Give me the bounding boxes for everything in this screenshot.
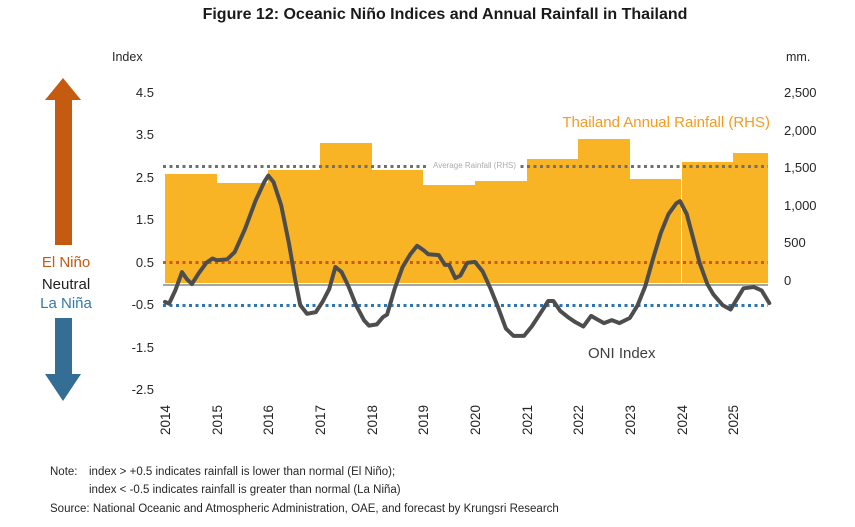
year-label-2017: 2017 <box>312 404 328 436</box>
note-label: Note: <box>50 466 78 478</box>
neutral-label: Neutral <box>41 276 91 293</box>
right-axis-tick: 1,000 <box>784 197 817 213</box>
bar-2018 <box>371 170 424 283</box>
note-line-2: index < -0.5 indicates rainfall is great… <box>89 484 401 496</box>
right-axis-tick: 2,500 <box>784 85 817 100</box>
bar-2024 <box>681 161 734 283</box>
year-label-2022: 2022 <box>571 404 587 436</box>
right-axis-unit-label: mm. <box>786 50 811 64</box>
el-nino-up-arrow-stem <box>55 99 72 245</box>
la-nina-down-arrow-stem <box>55 318 72 374</box>
source-line: Source: National Oceanic and Atmospheric… <box>50 503 559 515</box>
el-nino-label: El Niño <box>41 254 91 271</box>
year-label-2021: 2021 <box>519 404 535 436</box>
rainfall-legend-label: Thailand Annual Rainfall (RHS) <box>562 114 770 131</box>
left-axis-tick: -2.5 <box>131 382 154 398</box>
year-label-2014: 2014 <box>158 404 173 436</box>
year-label-2025: 2025 <box>726 404 742 436</box>
right-axis-tick: 0 <box>784 273 792 288</box>
bar-2015 <box>216 183 269 283</box>
zero-line <box>163 284 768 286</box>
reference-line-dotted-red <box>163 261 768 265</box>
el-nino-up-arrow-icon <box>45 78 81 100</box>
average-rainfall-label: Average Rainfall (RHS) <box>429 160 520 172</box>
year-label-2023: 2023 <box>622 404 638 436</box>
left-axis-tick: 1.5 <box>135 212 154 228</box>
note-line-1: index > +0.5 indicates rainfall is lower… <box>89 466 396 478</box>
oni-legend-label: ONI Index <box>588 345 656 362</box>
year-label-2018: 2018 <box>364 404 380 436</box>
bar-2021 <box>526 158 579 283</box>
left-axis-unit-label: Index <box>112 50 143 64</box>
chart-title: Figure 12: Oceanic Niño Indices and Annu… <box>202 6 688 23</box>
left-axis-tick: -1.5 <box>131 339 154 355</box>
year-label-2019: 2019 <box>416 404 432 436</box>
bar-2019 <box>423 184 475 283</box>
right-axis-tick: 500 <box>784 235 806 251</box>
right-axis-tick: 2,000 <box>784 122 817 138</box>
left-axis-tick: 3.5 <box>135 127 154 143</box>
year-label-2024: 2024 <box>674 404 690 436</box>
la-nina-label: La Niña <box>40 295 92 312</box>
la-nina-down-arrow-icon <box>45 374 81 401</box>
right-axis-tick: 1,500 <box>784 160 817 176</box>
year-label-2016: 2016 <box>261 404 277 436</box>
left-axis-tick: -0.5 <box>131 297 154 313</box>
bar-2014 <box>165 173 217 283</box>
year-label-2020: 2020 <box>467 404 483 436</box>
left-axis-tick: 2.5 <box>135 169 154 185</box>
bar-2016 <box>268 170 320 283</box>
left-axis-tick: 4.5 <box>135 84 154 100</box>
bar-2020 <box>474 180 527 283</box>
year-label-2015: 2015 <box>209 404 225 436</box>
bar-2023 <box>629 179 682 283</box>
reference-line-dotted-blue <box>163 303 768 307</box>
left-axis-tick: 0.5 <box>135 254 154 270</box>
plot-area: Average Rainfall (RHS) <box>163 85 768 415</box>
